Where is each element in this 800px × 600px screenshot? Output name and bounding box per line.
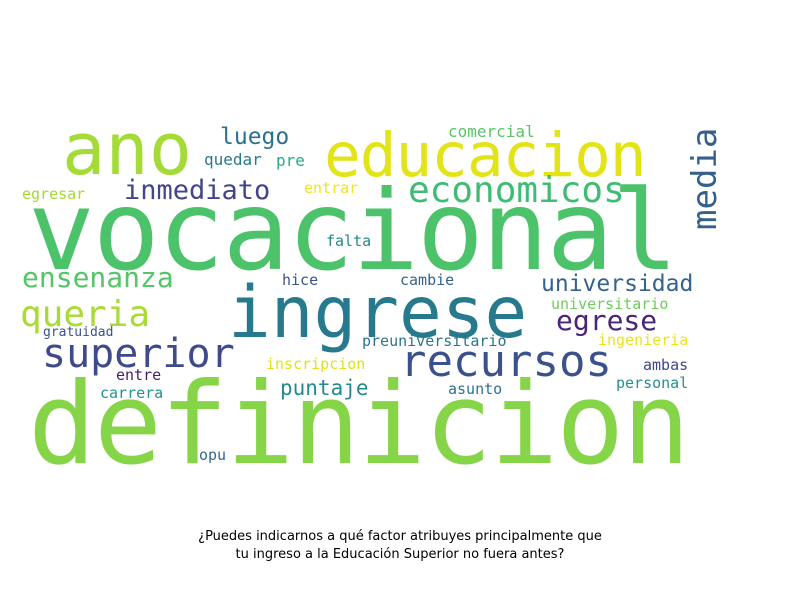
word-inscripcion: inscripcion [266,355,366,373]
word-ambas: ambas [643,356,689,374]
word-quedar: quedar [204,150,262,169]
word-comercial: comercial [448,122,535,141]
word-cambie: cambie [400,271,455,289]
word-universitario: universitario [551,295,669,313]
word-gratuidad: gratuidad [43,325,114,340]
figure-caption: ¿Puedes indicarnos a qué factor atribuye… [0,528,800,564]
word-definicion: definicion [28,358,690,490]
word-egresar: egresar [22,185,86,203]
word-inmediato: inmediato [124,175,271,206]
word-entre: entre [116,366,162,384]
word-puntaje: puntaje [280,376,369,400]
word-opu: opu [199,446,227,464]
word-economicos: economicos [408,170,625,211]
word-falta: falta [326,232,372,250]
word-ano: ano [62,107,193,191]
word-hice: hice [282,271,319,289]
word-entrar: entrar [304,179,359,197]
word-pre: pre [276,151,305,170]
word-media: media [685,127,725,230]
caption-line-2: tu ingreso a la Educación Superior no fu… [235,547,565,562]
word-personal: personal [616,374,689,392]
word-carrera: carrera [100,384,164,402]
word-ingrese: ingrese [228,271,528,354]
word-luego: luego [220,124,290,150]
word-universidad: universidad [541,271,694,297]
caption-line-1: ¿Puedes indicarnos a qué factor atribuye… [198,529,602,544]
word-educacion: educacion [324,120,647,191]
word-superior: superior [42,331,235,377]
word-ingenieria: ingenieria [598,331,689,349]
word-egrese: egrese [556,304,658,337]
word-queria: queria [20,294,151,335]
word-asunto: asunto [448,380,503,398]
word-vocacional: vocacional [28,167,678,296]
word-ensenanza: ensenanza [22,261,174,294]
word-preuniversitario: preuniversitario [362,332,507,350]
word-recursos: recursos [400,336,612,387]
